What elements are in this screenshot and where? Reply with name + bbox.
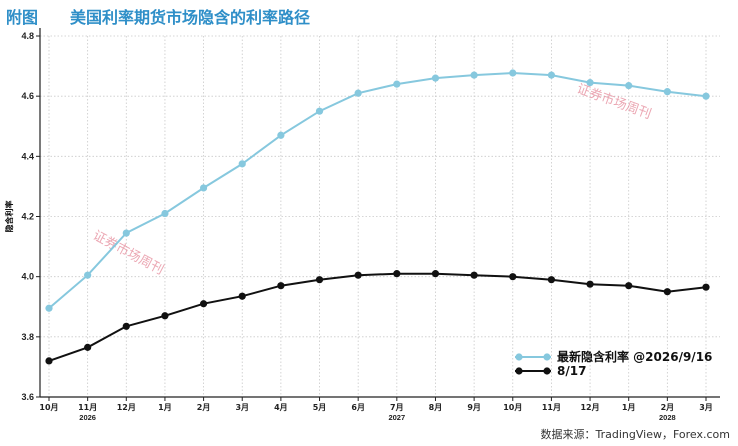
- x-tick-label: 6月: [351, 403, 365, 412]
- year-label: 2026: [79, 413, 96, 422]
- tick-labels: 3.6 3.8 4.0 4.2 4.4 4.6 4.8 10月 11月 12月 1月 2月 3月 4月 5月…: [21, 31, 712, 422]
- x-tick-label: 3月: [235, 403, 249, 412]
- data-point-series-0: [84, 271, 92, 279]
- data-point-series-0: [702, 92, 710, 100]
- y-axis-label: 隐含利率: [4, 201, 14, 233]
- x-tick-label: 11月: [542, 403, 561, 412]
- data-point-series-0: [431, 74, 440, 82]
- data-point-series-1: [199, 300, 208, 308]
- data-point-series-0: [238, 160, 246, 168]
- legend: 最新隐含利率 @2026/9/168/17: [515, 349, 712, 378]
- data-point-series-0: [45, 304, 53, 312]
- data-point-series-0: [547, 71, 556, 79]
- data-point-series-1: [277, 282, 285, 290]
- data-point-series-0: [663, 88, 671, 96]
- series-line-0: [48, 71, 707, 310]
- y-tick-label: 4.6: [21, 91, 34, 101]
- series-line-1: [48, 272, 707, 362]
- data-point-series-1: [663, 288, 671, 296]
- x-tick-label: 10月: [39, 403, 58, 412]
- data-point-series-1: [238, 292, 246, 300]
- data-point-series-0: [509, 69, 517, 77]
- x-tick-label: 4月: [274, 403, 288, 412]
- y-tick-label: 4.4: [21, 151, 34, 161]
- legend-label-1: 8/17: [557, 364, 586, 378]
- data-point-series-0: [470, 71, 478, 79]
- x-tick-label: 1月: [622, 403, 636, 412]
- data-point-series-0: [586, 79, 594, 87]
- legend-marker-0: [543, 353, 551, 361]
- x-tick-label: 1月: [158, 403, 172, 412]
- data-point-series-0: [315, 107, 324, 115]
- legend-marker-1: [515, 367, 523, 375]
- data-point-series-1: [315, 276, 324, 284]
- y-tick-label: 3.8: [21, 332, 34, 342]
- data-point-series-1: [470, 271, 478, 279]
- x-tick-label: 2月: [661, 403, 675, 412]
- data-point-series-1: [84, 343, 92, 351]
- y-tick-label: 4.2: [21, 212, 34, 222]
- legend-marker-0: [515, 353, 523, 361]
- data-point-series-0: [625, 82, 633, 90]
- legend-marker-1: [543, 367, 551, 375]
- figure-title: 附图 美国利率期货市场隐含的利率路径: [6, 8, 311, 27]
- data-point-series-1: [161, 312, 169, 320]
- data-point-series-1: [702, 283, 710, 291]
- x-tick-label: 9月: [467, 403, 481, 412]
- data-point-series-1: [547, 276, 556, 284]
- data-point-series-0: [354, 89, 362, 97]
- data-point-series-1: [625, 282, 633, 290]
- y-tick-label: 4.8: [21, 31, 34, 41]
- data-point-series-1: [354, 271, 362, 279]
- data-point-series-1: [45, 357, 53, 365]
- axes: 隐含利率: [4, 28, 720, 401]
- data-point-series-1: [393, 270, 401, 278]
- x-tick-label: 12月: [117, 403, 136, 412]
- data-point-series-1: [586, 280, 594, 288]
- x-tick-label: 12月: [580, 403, 599, 412]
- year-label: 2028: [659, 413, 676, 422]
- data-point-series-0: [122, 229, 130, 237]
- grid-lines: [40, 35, 720, 397]
- data-point-series-1: [509, 273, 517, 281]
- data-point-series-0: [393, 80, 401, 88]
- data-point-series-0: [277, 131, 285, 139]
- x-tick-label: 3月: [699, 403, 713, 412]
- x-tick-label: 8月: [429, 403, 443, 412]
- x-tick-label: 7月: [390, 403, 404, 412]
- legend-label-0: 最新隐含利率 @2026/9/16: [557, 349, 712, 364]
- series-layer: [45, 69, 710, 365]
- x-tick-label: 5月: [313, 403, 327, 412]
- data-point-series-0: [161, 209, 169, 218]
- x-tick-label: 2月: [197, 403, 211, 412]
- data-point-series-1: [122, 322, 130, 330]
- year-label: 2027: [388, 413, 405, 422]
- y-tick-label: 3.6: [21, 392, 34, 402]
- y-tick-label: 4.0: [21, 272, 34, 282]
- x-tick-label: 10月: [503, 403, 522, 412]
- x-tick-label: 11月: [78, 403, 97, 412]
- data-point-series-0: [199, 184, 208, 192]
- source-note: 数据来源：TradingView，Forex.com: [540, 428, 730, 441]
- data-point-series-1: [431, 270, 440, 278]
